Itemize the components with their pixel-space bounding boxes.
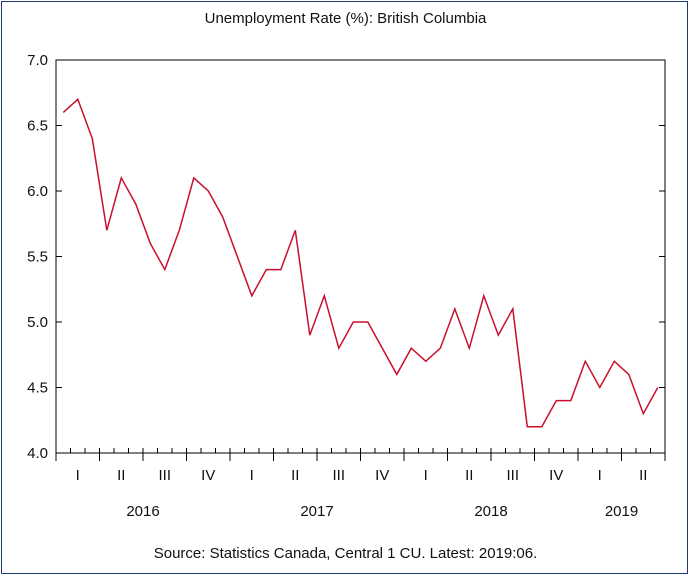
y-tick-label: 6.5: [27, 118, 48, 135]
x-quarter-label: I: [598, 467, 602, 484]
x-year-label: 2016: [126, 503, 159, 520]
y-tick-label: 5.5: [27, 249, 48, 266]
x-quarter-label: IV: [375, 467, 389, 484]
x-quarter-label: II: [465, 467, 473, 484]
x-quarter-label: III: [506, 467, 519, 484]
x-quarter-label: II: [639, 467, 647, 484]
chart-title: Unemployment Rate (%): British Columbia: [204, 10, 487, 27]
x-quarter-label: I: [76, 467, 80, 484]
y-tick-label: 6.0: [27, 183, 48, 200]
y-tick-label: 5.0: [27, 314, 48, 331]
x-year-label: 2019: [605, 503, 638, 520]
y-tick-label: 4.0: [27, 445, 48, 462]
y-axis: 4.0 4.5 5.0 5.5 6.0 6.5 7.0: [27, 52, 665, 462]
x-year-label: 2017: [300, 503, 333, 520]
x-quarter-label: III: [332, 467, 345, 484]
x-quarter-label: II: [291, 467, 299, 484]
source-note: Source: Statistics Canada, Central 1 CU.…: [153, 545, 538, 562]
x-quarter-label: III: [158, 467, 171, 484]
x-year-label: 2018: [474, 503, 507, 520]
series-line: [62, 98, 659, 428]
x-quarter-label: I: [250, 467, 254, 484]
x-quarter-label: IV: [201, 467, 215, 484]
x-quarter-label: IV: [549, 467, 563, 484]
y-tick-label: 4.5: [27, 380, 48, 397]
x-quarter-label: II: [117, 467, 125, 484]
x-quarter-label: I: [424, 467, 428, 484]
y-tick-label: 7.0: [27, 52, 48, 69]
